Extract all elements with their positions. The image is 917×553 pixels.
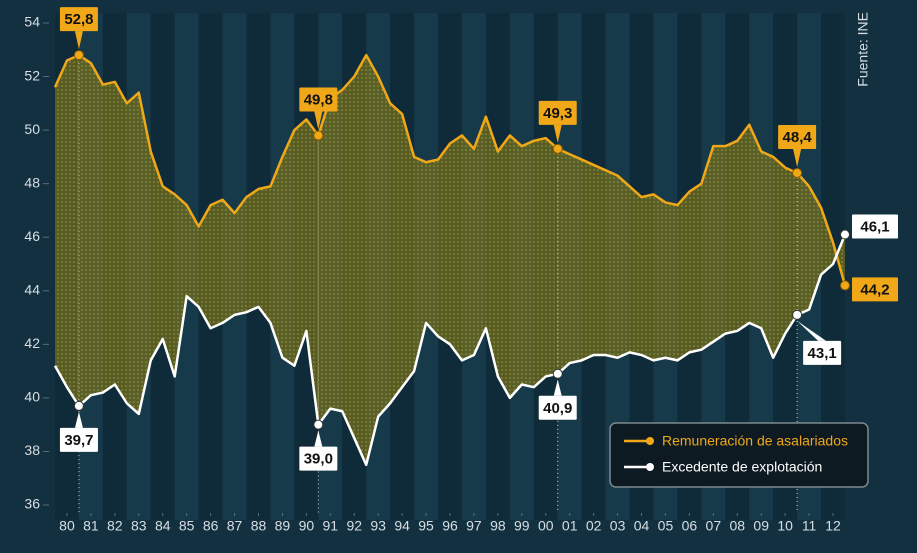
label-box bbox=[538, 395, 577, 420]
data-label: 48,4 bbox=[783, 129, 813, 146]
source: Fuente: INE bbox=[855, 12, 871, 87]
x-tick-label: 03 bbox=[610, 518, 626, 534]
label-pointer bbox=[74, 411, 83, 428]
point bbox=[552, 368, 563, 379]
y-tick-label: 42 bbox=[24, 335, 40, 351]
y-tick-label: 54 bbox=[24, 14, 40, 30]
point bbox=[792, 309, 803, 320]
x-tick-label: 10 bbox=[777, 518, 793, 534]
label-pointer bbox=[553, 379, 562, 396]
label-box bbox=[778, 124, 817, 149]
data-label: 46,1 bbox=[860, 219, 889, 236]
label-box bbox=[538, 100, 577, 125]
point bbox=[73, 400, 84, 411]
y-tick-label: 38 bbox=[24, 442, 40, 458]
point bbox=[313, 130, 324, 141]
data-label: 40,9 bbox=[543, 400, 572, 417]
x-tick-label: 06 bbox=[682, 518, 698, 534]
series-line bbox=[53, 53, 847, 286]
x-tick-label: 01 bbox=[562, 518, 578, 534]
data-label: 43,1 bbox=[808, 345, 837, 362]
x-tick-label: 08 bbox=[729, 518, 745, 534]
x-tick-label: 90 bbox=[299, 518, 315, 534]
data-label: 52,8 bbox=[64, 11, 93, 28]
label-box bbox=[852, 214, 898, 239]
x-tick-label: 80 bbox=[59, 518, 75, 534]
x-tick-label: 81 bbox=[83, 518, 99, 534]
x-tick-label: 89 bbox=[275, 518, 291, 534]
data-label: 49,3 bbox=[543, 105, 572, 122]
label-pointer bbox=[793, 148, 802, 167]
label-box bbox=[852, 277, 898, 302]
label-box bbox=[299, 446, 338, 471]
label-box bbox=[59, 7, 98, 32]
x-tick-label: 85 bbox=[179, 518, 195, 534]
x-tick-label: 97 bbox=[466, 518, 482, 534]
x-tick-label: 91 bbox=[323, 518, 339, 534]
label-pointer bbox=[553, 124, 562, 143]
y-tick-label: 44 bbox=[24, 281, 40, 297]
legend-box bbox=[609, 422, 869, 488]
label-box bbox=[299, 87, 338, 112]
x-tick-label: 00 bbox=[538, 518, 554, 534]
x-tick-label: 11 bbox=[802, 518, 817, 534]
x-tick-label: 96 bbox=[442, 518, 458, 534]
y-tick-label: 36 bbox=[24, 496, 40, 512]
data-label: 49,8 bbox=[304, 91, 333, 108]
x-tick-label: 92 bbox=[346, 518, 362, 534]
legend-label: Remuneración de asalariados bbox=[662, 433, 848, 449]
legend-label: Excedente de explotación bbox=[662, 459, 822, 475]
label-pointer bbox=[314, 430, 323, 447]
data-label: 39,7 bbox=[64, 432, 93, 449]
legend-dot bbox=[646, 463, 654, 471]
x-tick-label: 84 bbox=[155, 518, 171, 534]
x-tick-label: 02 bbox=[586, 518, 602, 534]
y-tick-label: 46 bbox=[24, 228, 40, 244]
y-tick-label: 52 bbox=[24, 67, 40, 83]
x-tick-label: 83 bbox=[131, 518, 147, 534]
x-tick-label: 98 bbox=[490, 518, 506, 534]
label-pointer bbox=[314, 111, 323, 130]
label-box bbox=[803, 340, 842, 365]
legend-dot bbox=[646, 437, 654, 445]
point bbox=[552, 143, 563, 154]
x-tick-label: 95 bbox=[418, 518, 434, 534]
x-tick-label: 86 bbox=[203, 518, 219, 534]
x-tick-label: 93 bbox=[370, 518, 386, 534]
label-pointer bbox=[74, 31, 83, 50]
x-tick-label: 07 bbox=[706, 518, 722, 534]
point bbox=[840, 280, 850, 291]
y-tick-label: 48 bbox=[24, 174, 40, 190]
x-tick-label: 05 bbox=[658, 518, 674, 534]
label-box bbox=[59, 427, 98, 452]
point bbox=[73, 50, 84, 61]
x-tick-label: 09 bbox=[753, 518, 769, 534]
x-tick-label: 99 bbox=[514, 518, 530, 534]
y-tick-label: 40 bbox=[24, 389, 40, 405]
point bbox=[840, 229, 850, 240]
data-label: 44,2 bbox=[860, 281, 889, 298]
x-tick-label: 88 bbox=[251, 518, 267, 534]
point bbox=[792, 167, 803, 178]
gap-area bbox=[55, 55, 845, 465]
x-tick-label: 82 bbox=[107, 518, 123, 534]
x-tick-label: 04 bbox=[634, 518, 650, 534]
point bbox=[313, 419, 324, 430]
y-tick-label: 50 bbox=[24, 121, 40, 137]
x-tick-label: 12 bbox=[825, 518, 841, 534]
x-tick-label: 94 bbox=[394, 518, 410, 534]
data-label: 39,0 bbox=[304, 451, 333, 468]
series-line bbox=[53, 234, 847, 467]
stripe bbox=[821, 13, 845, 520]
x-tick-label: 87 bbox=[227, 518, 243, 534]
label-pointer bbox=[797, 320, 827, 341]
